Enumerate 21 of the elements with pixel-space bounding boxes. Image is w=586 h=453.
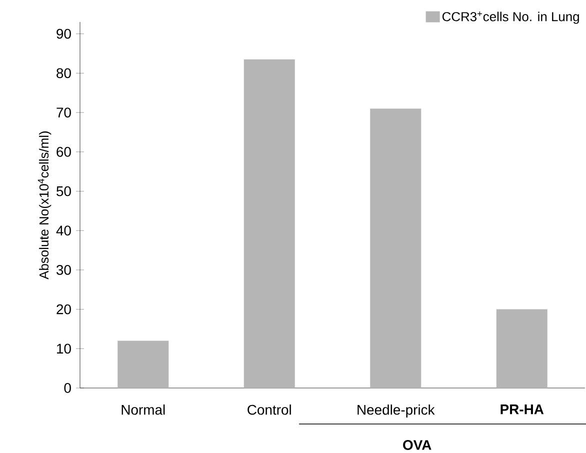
y-tick-label: 40 bbox=[56, 226, 71, 236]
y-tick-label: 0 bbox=[64, 383, 71, 393]
x-tick-label: Control bbox=[248, 404, 291, 415]
y-tick-label: 80 bbox=[56, 68, 71, 78]
x-tick-label: Needle-prick bbox=[358, 404, 435, 418]
x-tick-label: PR-HA bbox=[500, 404, 544, 414]
bar bbox=[244, 59, 295, 388]
x-tick-label: Normal bbox=[122, 404, 165, 415]
y-tick-label: 50 bbox=[56, 186, 71, 196]
bar bbox=[118, 340, 169, 388]
y-axis-title: Absolute No(x10$^{4}$cells/ml) bbox=[38, 131, 52, 280]
y-tick-label: 70 bbox=[56, 108, 71, 118]
y-tick-label: 30 bbox=[56, 264, 71, 275]
y-tick-label: 20 bbox=[56, 304, 71, 314]
y-tick-label: 90 bbox=[56, 28, 71, 39]
bar bbox=[496, 309, 548, 388]
bar bbox=[370, 108, 422, 388]
text: OVA bbox=[403, 440, 432, 450]
y-tick-label: 10 bbox=[57, 344, 71, 354]
y-tick-label: 60 bbox=[56, 146, 71, 157]
legend-label: CCR3$^{+}$cells No. in Lung bbox=[442, 12, 579, 24]
